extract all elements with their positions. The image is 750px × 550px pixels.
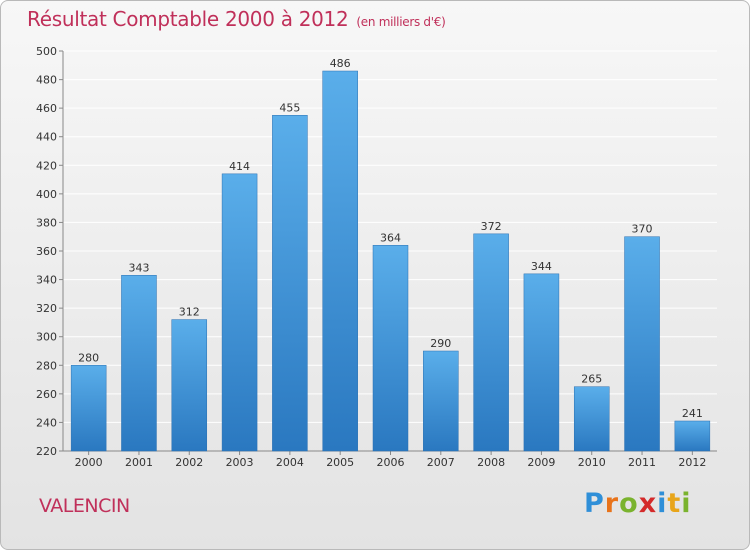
bar	[372, 245, 409, 452]
logo-letter: P	[584, 488, 605, 519]
y-tick-label: 480	[36, 74, 57, 87]
bar	[573, 386, 610, 452]
y-tick-label: 340	[36, 274, 57, 287]
bar	[624, 236, 660, 452]
proxiti-logo[interactable]: Proxiti	[584, 488, 692, 519]
logo-letter: t	[667, 488, 682, 519]
title-text: Résultat Comptable 2000 à 2012	[27, 7, 349, 31]
y-tick-label: 360	[36, 245, 57, 258]
y-tick-label: 460	[36, 102, 57, 115]
data-label: 370	[632, 223, 653, 236]
bar	[70, 365, 107, 452]
y-tick-label: 400	[36, 188, 57, 201]
data-label: 312	[179, 306, 200, 319]
value-labels: 280 343 312 414 455 486 364 290 372 344 265 370 241	[78, 57, 703, 420]
data-label: 280	[78, 351, 99, 364]
bar	[523, 273, 560, 452]
x-tick-label: 2004	[276, 456, 304, 469]
y-tick-label: 280	[36, 359, 57, 372]
y-tick-label: 260	[36, 388, 57, 401]
x-tick-label: 2006	[377, 456, 405, 469]
bar	[423, 350, 459, 452]
data-label: 241	[682, 407, 703, 420]
data-label: 265	[581, 373, 602, 386]
x-tick-label: 2011	[628, 456, 656, 469]
y-tick-label: 300	[36, 331, 57, 344]
data-label: 455	[279, 101, 300, 114]
data-label: 372	[481, 220, 502, 233]
bar	[221, 173, 258, 452]
data-label: 364	[380, 231, 401, 244]
logo-letter: o	[619, 488, 639, 519]
data-label: 344	[531, 260, 552, 273]
x-tick-label: 2012	[678, 456, 706, 469]
bar	[272, 115, 308, 452]
logo-letter: i	[681, 488, 692, 519]
bar	[473, 233, 509, 452]
chart-title: Résultat Comptable 2000 à 2012 (en millie…	[27, 7, 446, 31]
logo-letter: i	[657, 488, 668, 519]
bar	[171, 319, 208, 452]
y-tick-label: 440	[36, 131, 57, 144]
x-tick-label: 2007	[427, 456, 455, 469]
x-tick-label: 2010	[578, 456, 606, 469]
bar	[121, 275, 157, 452]
y-tick-label: 420	[36, 159, 57, 172]
y-tick-label: 320	[36, 302, 57, 315]
data-label: 414	[229, 160, 250, 173]
x-tick-label: 2005	[326, 456, 354, 469]
x-tick-label: 2001	[125, 456, 153, 469]
x-tick-label: 2003	[226, 456, 254, 469]
x-tick-label: 2008	[477, 456, 505, 469]
data-label: 290	[430, 337, 451, 350]
y-tick-label: 240	[36, 416, 57, 429]
x-tick-label: 2009	[527, 456, 555, 469]
bars	[70, 70, 711, 452]
logo-letter: x	[638, 488, 658, 519]
bar	[322, 70, 358, 452]
chart-subtitle: (en milliers d'€)	[356, 15, 446, 29]
y-tick-label: 380	[36, 216, 57, 229]
data-label: 343	[128, 261, 149, 274]
y-tick-label: 500	[36, 45, 57, 58]
logo-letter: r	[604, 488, 620, 519]
x-tick-label: 2000	[75, 456, 103, 469]
data-label: 486	[330, 57, 351, 70]
x-tick-label: 2002	[175, 456, 203, 469]
y-tick-label: 220	[36, 445, 57, 458]
bar	[674, 420, 711, 452]
place-name: VALENCIN	[39, 495, 130, 517]
